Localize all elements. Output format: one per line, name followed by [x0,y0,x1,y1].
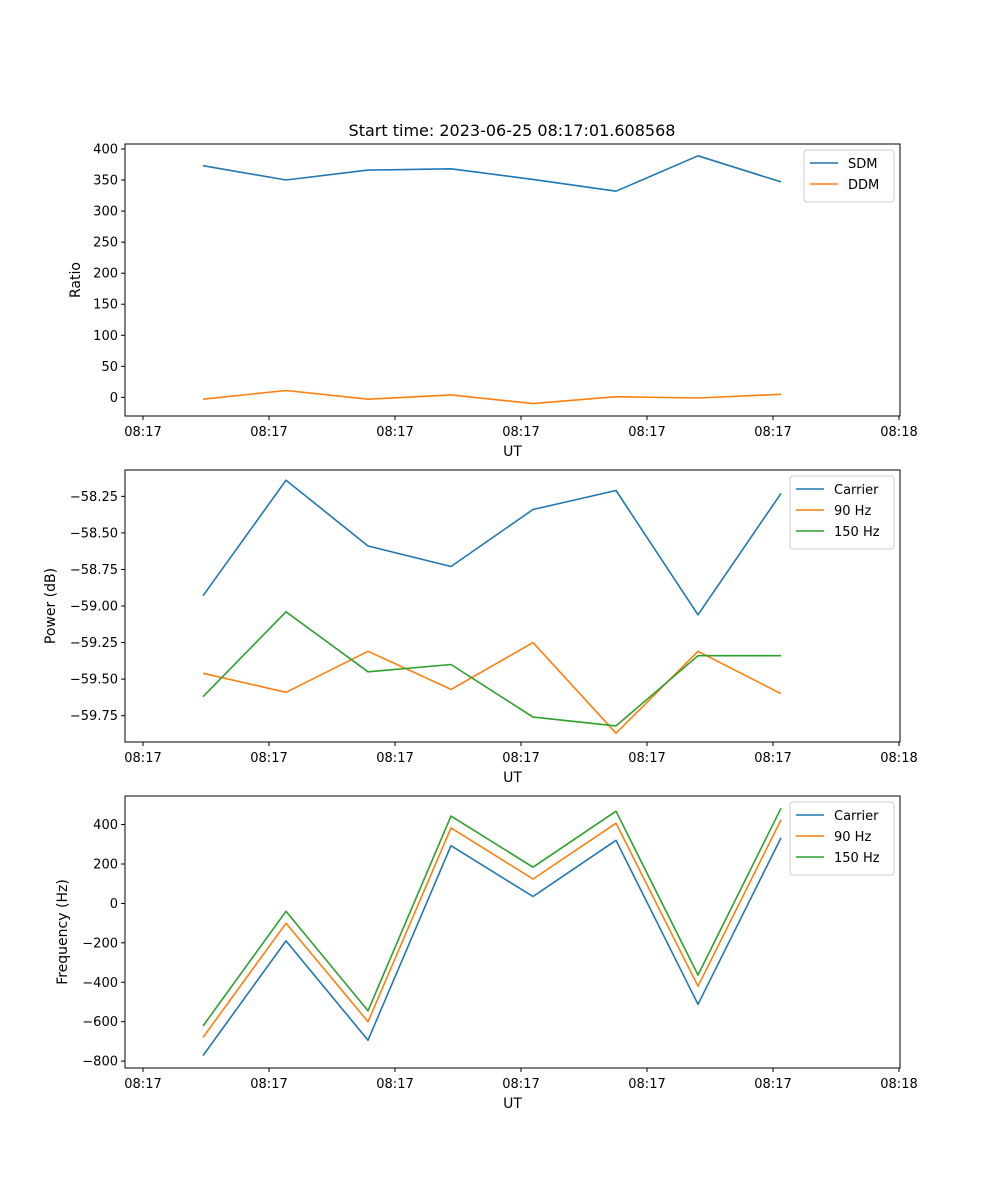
series-line-sdm [202,155,782,192]
legend: Carrier 90 Hz 150 Hz [789,801,895,876]
panels: 08:17 08:17 08:17 08:17 08:17 08:17 08:18 0 50 10… [43,142,918,1112]
x-tick-label: 08:17 [628,751,665,766]
series-line-carrier [202,837,782,1057]
y-tick-label: 250 [93,236,118,251]
y-axis-label: Ratio [68,262,84,298]
series-line-150-hz [202,807,782,1027]
legend-label: DDM [848,178,879,193]
legend-label: 150 Hz [834,525,880,540]
x-tick-label: 08:18 [880,425,917,440]
legend-label: 150 Hz [834,851,880,866]
x-tick-label: 08:17 [628,1077,665,1092]
x-tick-label: 08:17 [754,425,791,440]
y-tick-label: −59.75 [70,709,118,724]
legend-label: 90 Hz [834,504,871,519]
y-tick-label: 0 [110,897,118,912]
y-tick-label: −58.75 [70,563,118,578]
y-axis-label: Frequency (Hz) [55,879,71,985]
x-tick-label: 08:18 [880,751,917,766]
x-tick-label: 08:17 [376,751,413,766]
x-axis-label: UT [503,1096,522,1112]
series-line-90-hz [202,641,782,735]
y-tick-label: −58.25 [70,490,118,505]
y-tick-label: 100 [93,329,118,344]
y-tick-label: 0 [110,391,118,406]
legend-label: 90 Hz [834,830,871,845]
legend-label: SDM [848,157,877,172]
x-tick-label: 08:17 [376,1077,413,1092]
y-tick-label: 400 [93,818,118,833]
x-tick-label: 08:17 [502,1077,539,1092]
series-line-ddm [202,389,782,405]
x-tick-label: 08:17 [502,425,539,440]
y-tick-label: −59.25 [70,636,118,651]
panel-3: 08:17 08:17 08:17 08:17 08:17 08:17 08:18 −800 −… [55,795,918,1112]
y-tick-label: −58.50 [70,526,118,541]
x-tick-label: 08:17 [250,751,287,766]
y-tick-label: −600 [82,1015,118,1030]
x-tick-label: 08:17 [376,425,413,440]
x-tick-label: 08:17 [250,425,287,440]
chart-title: Start time: 2023-06-25 08:17:01.608568 [349,121,676,140]
legend-label: Carrier [834,809,879,824]
series-line-carrier [202,479,782,616]
x-tick-label: 08:17 [124,751,161,766]
panel-1: 08:17 08:17 08:17 08:17 08:17 08:17 08:18 0 50 10… [68,142,918,460]
y-tick-label: 50 [101,360,118,375]
y-tick-label: −59.50 [70,673,118,688]
y-tick-label: −800 [82,1055,118,1070]
series-line-90-hz [202,819,782,1038]
y-tick-label: 200 [93,858,118,873]
panel-2: 08:17 08:17 08:17 08:17 08:17 08:17 08:18 −58.2… [43,469,918,786]
axes-frame [124,795,901,1069]
y-axis-label: Power (dB) [43,568,59,644]
y-tick-label: 400 [93,142,118,157]
y-tick-label: −400 [82,976,118,991]
legend: Carrier 90 Hz 150 Hz [789,475,895,550]
x-tick-label: 08:17 [124,1077,161,1092]
legend: SDM DDM [803,149,895,203]
axes-frame [124,143,901,417]
y-tick-label: −59.00 [70,600,118,615]
x-tick-label: 08:17 [250,1077,287,1092]
y-tick-label: 300 [93,205,118,220]
y-tick-label: 200 [93,267,118,282]
x-tick-label: 08:17 [754,1077,791,1092]
series-line-150-hz [202,610,781,727]
x-axis-label: UT [503,444,522,460]
x-axis-label: UT [503,770,522,786]
y-tick-label: 350 [93,174,118,189]
y-tick-label: −200 [82,936,118,951]
legend-label: Carrier [834,483,879,498]
x-tick-label: 08:18 [880,1077,917,1092]
x-tick-label: 08:17 [124,425,161,440]
x-tick-label: 08:17 [754,751,791,766]
axes-frame [124,469,901,743]
y-tick-label: 150 [93,298,118,313]
x-tick-label: 08:17 [628,425,665,440]
x-tick-label: 08:17 [502,751,539,766]
